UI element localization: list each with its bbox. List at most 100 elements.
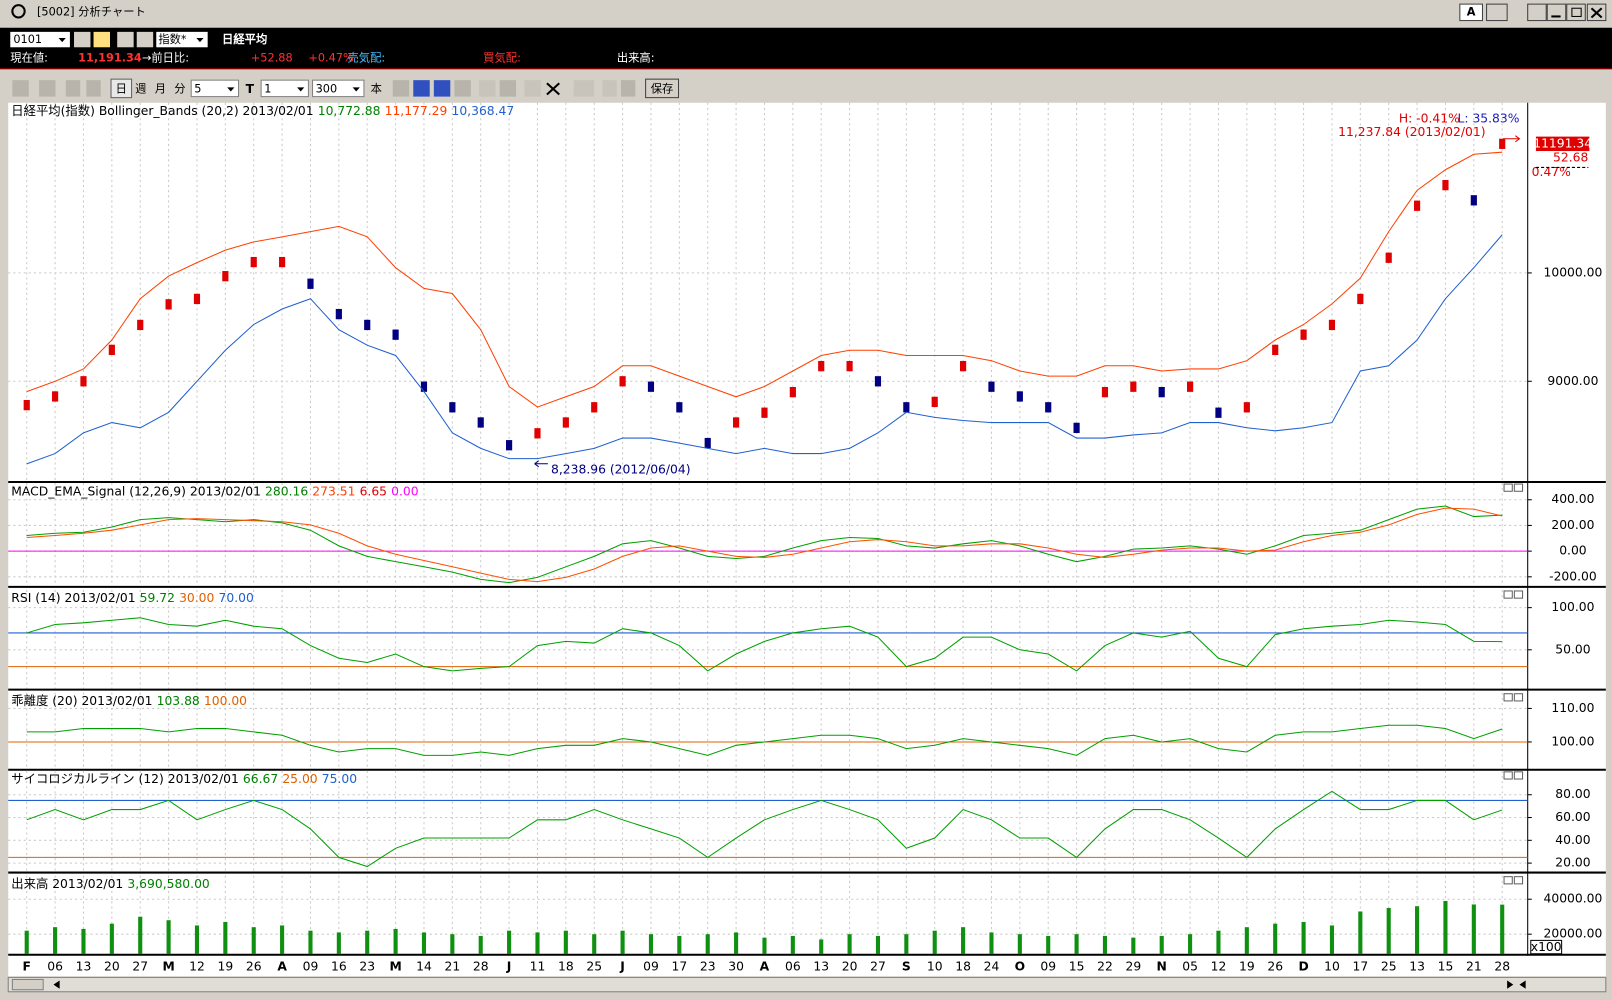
minute-button-label[interactable]: 分 (174, 82, 185, 95)
volume-bar (933, 931, 937, 954)
x-tick-label: 26 (246, 960, 262, 974)
copy-button[interactable] (1487, 4, 1508, 20)
volume-bar (1046, 936, 1050, 954)
candle (676, 402, 682, 412)
step-text[interactable]: 1 (264, 82, 271, 95)
panel-close-button[interactable] (1514, 772, 1522, 779)
panel-min-button[interactable] (1504, 772, 1512, 779)
volume-bar (734, 932, 738, 953)
panel-title: サイコロジカルライン (12) 2013/02/01 (11, 772, 239, 786)
tool-icon[interactable] (137, 32, 153, 47)
panel-close-button[interactable] (1514, 694, 1522, 701)
candle (393, 330, 399, 340)
ask-label: 売気配: (347, 51, 385, 65)
x-tick-label: 17 (671, 960, 687, 974)
panel-min-button[interactable] (1504, 694, 1512, 701)
change-value: +52.88 (251, 52, 293, 65)
legend-value: 280.16 (265, 484, 308, 498)
help-button[interactable] (1528, 4, 1547, 20)
candle (421, 382, 427, 392)
candle (80, 376, 86, 386)
panel-legend: サイコロジカルライン (12) 2013/02/0166.6725.0075.0… (11, 772, 357, 786)
minimize-button[interactable] (1547, 4, 1566, 20)
x-tick-label: 28 (473, 960, 489, 974)
zoom-icon[interactable] (39, 80, 55, 96)
legend-level: 0.00 (391, 484, 419, 498)
y-tick-label: 60.00 (1555, 810, 1590, 824)
x-tick-label: 12 (1211, 960, 1227, 974)
x-tick-label: D (1298, 960, 1308, 974)
panel-min-button[interactable] (1504, 591, 1512, 598)
volume-bar (337, 932, 341, 953)
tool-icon[interactable] (12, 80, 28, 96)
restore-button[interactable] (1567, 4, 1586, 20)
price-value: 11,191.34 (78, 52, 142, 65)
last-price-label: 11191.34 (1533, 136, 1592, 150)
week-button-label[interactable]: 週 (135, 82, 146, 95)
x-tick-label: 06 (47, 960, 63, 974)
x-tick-label: 11 (530, 960, 546, 974)
kind-text[interactable]: 指数* (158, 32, 187, 46)
tool-icon[interactable] (621, 80, 635, 96)
font-button-label[interactable]: A (1467, 5, 1476, 18)
x-tick-label: 17 (1352, 960, 1368, 974)
tool-icon[interactable] (86, 80, 100, 96)
panel-title: 出来高 2013/02/01 (11, 875, 123, 890)
tool-icon[interactable] (574, 80, 595, 96)
pen-icon[interactable] (500, 80, 516, 96)
x-tick-label: J (619, 960, 625, 974)
candle (733, 417, 739, 427)
panel-min-button[interactable] (1504, 877, 1512, 884)
count-text[interactable]: 300 (316, 82, 338, 95)
y-tick-label: 400.00 (1551, 492, 1594, 506)
draw-icon[interactable] (393, 80, 409, 96)
day-button-label[interactable]: 日 (116, 82, 127, 95)
save-button-label[interactable]: 保存 (651, 81, 674, 95)
x-tick-label: 10 (927, 960, 943, 974)
candle (847, 361, 853, 371)
panel-legend: RSI (14) 2013/02/0159.7230.0070.00 (11, 591, 254, 605)
panel-close-button[interactable] (1514, 877, 1522, 884)
scroll-thumb[interactable] (12, 979, 43, 989)
volume-bar (1216, 931, 1220, 954)
candle (1329, 320, 1335, 330)
volume-bar (961, 927, 965, 954)
tool-icon[interactable] (66, 80, 80, 96)
tool-icon[interactable] (602, 80, 616, 96)
volume-bar (1302, 922, 1306, 954)
candle (222, 271, 228, 281)
low-note: L: 35.83% (1458, 112, 1520, 126)
x-tick-label: 27 (870, 960, 886, 974)
window-title: [5002] 分析チャート (37, 4, 146, 18)
candle (705, 438, 711, 448)
x-tick-label: 29 (1125, 960, 1141, 974)
code-text[interactable]: 0101 (13, 33, 42, 46)
panel-min-button[interactable] (1504, 484, 1512, 491)
legend-level: 70.00 (219, 591, 254, 605)
index-name: 日経平均 (222, 32, 267, 46)
tool-icon[interactable] (74, 32, 90, 47)
month-button-label[interactable]: 月 (155, 82, 166, 95)
panel-close-button[interactable] (1514, 484, 1522, 491)
x-tick-label: 15 (1069, 960, 1085, 974)
x-tick-label: 18 (955, 960, 971, 974)
panel-close-button[interactable] (1514, 591, 1522, 598)
draw-icon[interactable] (434, 80, 450, 96)
tool-icon[interactable] (94, 32, 110, 47)
grid-icon[interactable] (479, 80, 495, 96)
candle (988, 382, 994, 392)
x-tick-label: 23 (700, 960, 716, 974)
volume-bar (138, 917, 142, 954)
eraser-icon[interactable] (524, 80, 540, 96)
scrollbar[interactable] (8, 977, 1606, 991)
minutes-text[interactable]: 5 (194, 82, 201, 95)
t-button[interactable]: T (246, 82, 255, 96)
volume-bar (1500, 905, 1504, 954)
candle (1414, 201, 1420, 211)
candle (24, 400, 30, 410)
draw-icon[interactable] (413, 80, 429, 96)
draw-icon[interactable] (454, 80, 470, 96)
tool-icon[interactable] (117, 32, 133, 47)
panel-title: MACD_EMA_Signal (12,26,9) 2013/02/01 (11, 484, 261, 498)
